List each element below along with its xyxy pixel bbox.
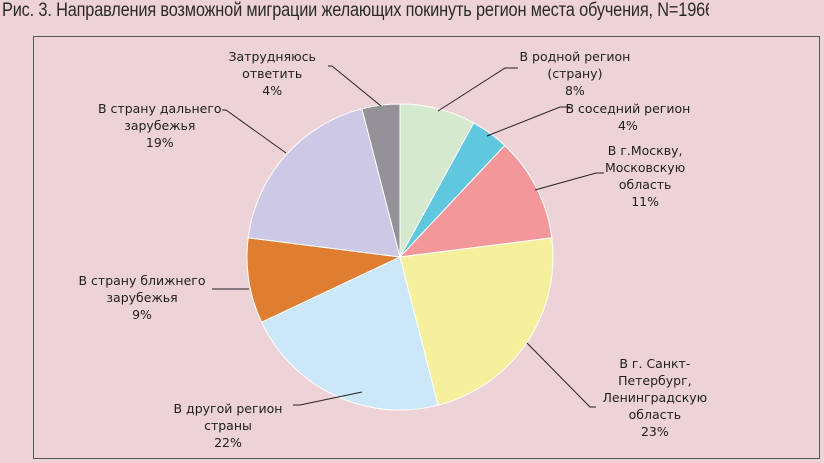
slice-label-7: В страну дальнего зарубежья 19%	[98, 100, 222, 151]
slice-label-1: В родной регион (страну) 8%	[520, 48, 631, 99]
pie-slice-8	[361, 103, 401, 258]
slice-label-8: Затрудняюсь ответить 4%	[229, 48, 316, 99]
slice-value-label: 4%	[262, 83, 283, 98]
pie-slice-6	[246, 237, 402, 323]
slice-label-line: В соседний регион	[565, 101, 691, 116]
slice-label-line: В другой регион	[173, 401, 283, 416]
chart-title: Рис. 3. Направления возможной миграции ж…	[2, 0, 709, 21]
slice-label-line: (страну)	[547, 66, 603, 81]
slice-value-label: 4%	[617, 118, 638, 133]
slice-label-line: зарубежья	[106, 290, 178, 305]
leader-line-1	[437, 67, 518, 112]
slice-value-label: 19%	[145, 135, 174, 150]
slice-label-line: зарубежья	[124, 118, 196, 133]
slice-label-line: страны	[204, 418, 252, 433]
leader-line-4	[526, 342, 596, 408]
pie-slice-7	[247, 108, 401, 258]
slice-value-label: 9%	[132, 307, 152, 322]
slice-label-2: В соседний регион 4%	[566, 100, 691, 134]
slice-label-line: В г.Москву,	[607, 143, 683, 158]
leader-line-5	[293, 391, 363, 406]
slice-label-line: В г. Санкт-	[619, 356, 691, 371]
pie-slice-4	[399, 237, 554, 406]
slice-label-line: Ленинградскую	[602, 390, 708, 405]
leader-line-8	[328, 65, 382, 107]
slice-label-line: Московскую	[605, 160, 686, 175]
slice-label-line: В страну ближнего	[78, 273, 206, 288]
slice-value-label: 8%	[564, 83, 585, 98]
slice-label-line: Затрудняюсь	[228, 49, 316, 64]
slice-label-line: Петербург,	[618, 373, 692, 388]
slice-label-4: В г. Санкт- Петербург, Ленинградскую област…	[603, 355, 708, 440]
slice-label-line: область	[618, 177, 672, 192]
leader-line-7	[222, 109, 287, 154]
slice-label-5: В другой регион страны 22%	[174, 400, 283, 451]
slice-label-line: область	[628, 407, 682, 422]
pie-slice-3	[398, 144, 553, 258]
slice-label-6: В страну ближнего зарубежья 9%	[79, 272, 206, 323]
slice-label-line: В родной регион	[519, 49, 631, 64]
slice-value-label: 11%	[631, 194, 659, 209]
slice-label-3: В г.Москву, Московскую область 11%	[605, 142, 685, 210]
leader-line-3	[534, 172, 604, 191]
slice-label-line: В страну дальнего	[98, 101, 222, 116]
slice-value-label: 22%	[214, 435, 242, 450]
pie-slice-5	[260, 256, 439, 411]
slice-value-label: 23%	[640, 424, 669, 439]
slice-label-line: ответить	[242, 66, 303, 81]
leader-line-2	[486, 106, 570, 137]
